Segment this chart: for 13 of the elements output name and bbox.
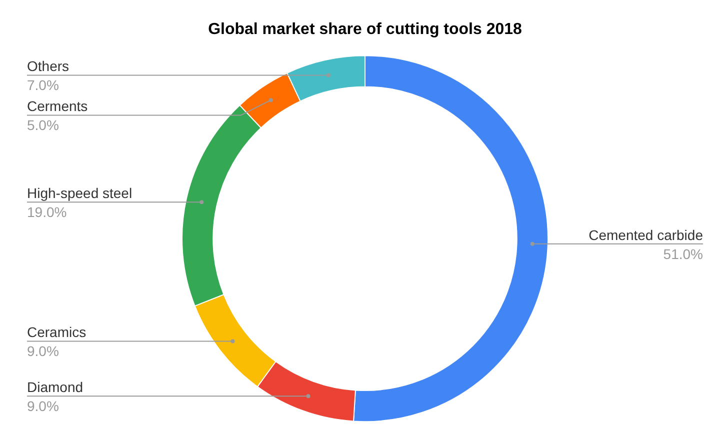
slice-label: Others: [27, 58, 70, 74]
data-label: 9.0%: [27, 398, 59, 414]
chart-title: Global market share of cutting tools 2018: [208, 21, 522, 38]
data-label: 51.0%: [663, 246, 703, 262]
data-label: 9.0%: [27, 343, 59, 360]
slice-label: Cerments: [27, 98, 88, 114]
data-label: 7.0%: [27, 77, 59, 94]
data-label: 5.0%: [27, 117, 59, 134]
slice-label: Ceramics: [27, 324, 86, 340]
slice-label: Diamond: [27, 379, 84, 396]
slice-label: Cemented carbide: [588, 226, 704, 243]
data-label: 19.0%: [27, 204, 67, 220]
slice-label: High-speed steel: [27, 185, 132, 202]
